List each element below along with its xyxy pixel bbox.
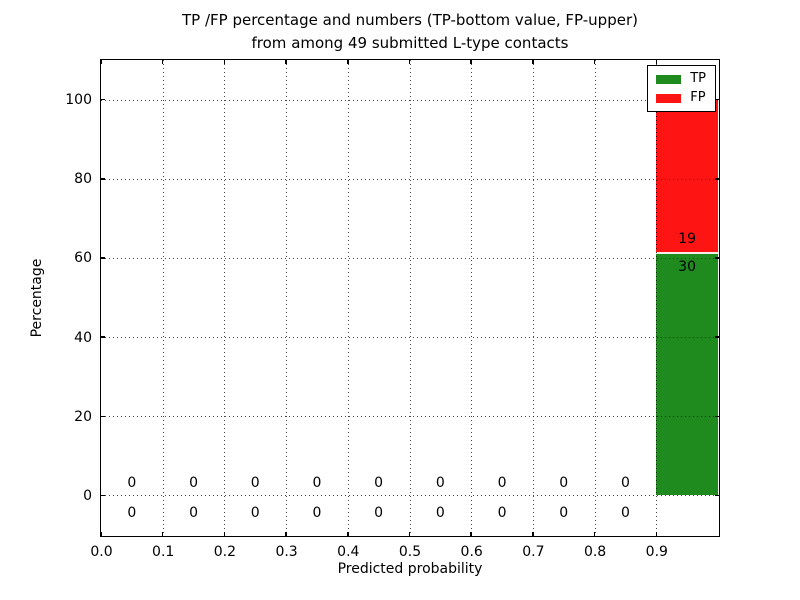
- tp-count-label: 0: [250, 505, 260, 522]
- x-tick-label: 0.7: [522, 544, 545, 560]
- x-tick-mark: [347, 532, 349, 536]
- y-tick-mark-right: [715, 178, 719, 180]
- x-tick-mark: [161, 532, 164, 536]
- gridline-vertical: [162, 60, 164, 536]
- bar-segment-tp: [656, 253, 718, 496]
- x-tick-mark: [100, 532, 102, 536]
- y-tick-label: 60: [74, 250, 92, 267]
- fp-count-label: 0: [312, 475, 322, 492]
- chart-title-line2: from among 49 submitted L-type contacts: [251, 34, 569, 52]
- tp-count-label: 0: [374, 505, 384, 522]
- x-tick-mark: [285, 532, 287, 536]
- legend: TP FP: [647, 65, 716, 112]
- legend-row: TP: [656, 72, 706, 86]
- gridline-vertical: [656, 60, 658, 536]
- gridline-vertical: [409, 60, 411, 536]
- x-tick-mark: [532, 532, 534, 536]
- tp-count-label: 0: [435, 505, 445, 522]
- x-tick-label: 0.8: [583, 544, 607, 560]
- y-tick-mark-right: [715, 494, 719, 497]
- x-tick-label: 0.0: [90, 544, 113, 560]
- y-axis-label: Percentage: [29, 258, 45, 338]
- x-tick-mark-top: [223, 60, 226, 64]
- x-tick-mark: [593, 532, 596, 536]
- x-tick-mark-top: [285, 60, 287, 64]
- x-tick-label: 0.4: [337, 544, 360, 560]
- x-tick-mark-top: [593, 60, 596, 64]
- y-tick-mark: [101, 336, 105, 338]
- fp-count-label: 0: [189, 475, 198, 492]
- fp-count-label: 0: [620, 475, 630, 492]
- plot-area: TP FP 0 0 0 0 0 0 0 0 0 0 0 0 0 0 0 0 0 0 19 30: [100, 59, 720, 537]
- fp-count-label: 0: [250, 475, 260, 492]
- y-tick-mark: [101, 178, 105, 180]
- y-tick-label: 40: [74, 329, 92, 346]
- x-tick-mark-top: [161, 60, 164, 64]
- tp-count-label: 0: [497, 505, 507, 522]
- x-tick-mark-top: [100, 60, 102, 64]
- x-axis-label: Predicted probability: [337, 561, 483, 577]
- x-tick-mark: [655, 532, 658, 536]
- tp-count-label: 0: [127, 505, 137, 522]
- gridline-vertical: [347, 60, 349, 536]
- y-tick-mark-right: [715, 257, 719, 259]
- chart-title: TP /FP percentage and numbers (TP-bottom…: [100, 9, 720, 55]
- gridline-vertical: [594, 60, 596, 536]
- y-tick-mark: [101, 257, 105, 259]
- x-tick-mark: [408, 532, 411, 536]
- y-tick-mark: [101, 494, 105, 497]
- fp-count-label: 0: [497, 475, 507, 492]
- fp-count-label: 19: [678, 231, 697, 248]
- x-tick-label: 0.6: [460, 544, 483, 560]
- y-tick-label: 100: [65, 92, 92, 109]
- chart-title-line1: TP /FP percentage and numbers (TP-bottom…: [182, 11, 638, 29]
- bar-segment-fp: [656, 99, 718, 254]
- x-tick-mark-top: [655, 60, 658, 64]
- x-tick-mark: [223, 532, 226, 536]
- gridline-vertical: [286, 60, 288, 536]
- fp-count-label: 0: [559, 475, 569, 492]
- y-tick-label: 0: [83, 487, 92, 504]
- fp-count-label: 0: [374, 475, 384, 492]
- y-tick-mark-right: [715, 336, 719, 338]
- x-tick-label: 0.9: [645, 544, 668, 560]
- tp-count-label: 0: [559, 505, 569, 522]
- x-tick-label: 0.1: [152, 544, 175, 560]
- legend-label: TP: [690, 71, 706, 86]
- x-tick-mark-top: [470, 60, 472, 64]
- fp-count-label: 0: [127, 475, 137, 492]
- x-tick-mark-top: [532, 60, 534, 64]
- y-tick-mark-right: [715, 98, 719, 101]
- x-tick-mark: [470, 532, 472, 536]
- x-tick-label: 0.5: [398, 544, 422, 560]
- x-tick-mark-top: [408, 60, 411, 64]
- gridline-vertical: [224, 60, 226, 536]
- x-tick-mark-top: [347, 60, 349, 64]
- x-tick-label: 0.3: [275, 544, 298, 560]
- y-tick-mark: [101, 98, 105, 101]
- tp-count-label: 0: [312, 505, 322, 522]
- gridline-vertical: [532, 60, 534, 536]
- y-tick-mark: [101, 415, 105, 417]
- x-tick-label: 0.2: [213, 544, 237, 560]
- y-tick-label: 20: [74, 408, 92, 425]
- legend-swatch-tp-icon: [656, 74, 682, 84]
- fp-count-label: 0: [435, 475, 445, 492]
- legend-label: FP: [690, 90, 706, 105]
- y-tick-mark-right: [715, 415, 719, 417]
- tp-count-label: 30: [678, 259, 697, 276]
- bar-stack-divider: [656, 252, 718, 255]
- tp-count-label: 0: [620, 505, 630, 522]
- legend-swatch-fp-icon: [656, 93, 682, 103]
- gridline-vertical: [471, 60, 473, 536]
- tp-count-label: 0: [189, 505, 198, 522]
- y-tick-label: 80: [74, 171, 92, 188]
- legend-row: FP: [656, 91, 706, 105]
